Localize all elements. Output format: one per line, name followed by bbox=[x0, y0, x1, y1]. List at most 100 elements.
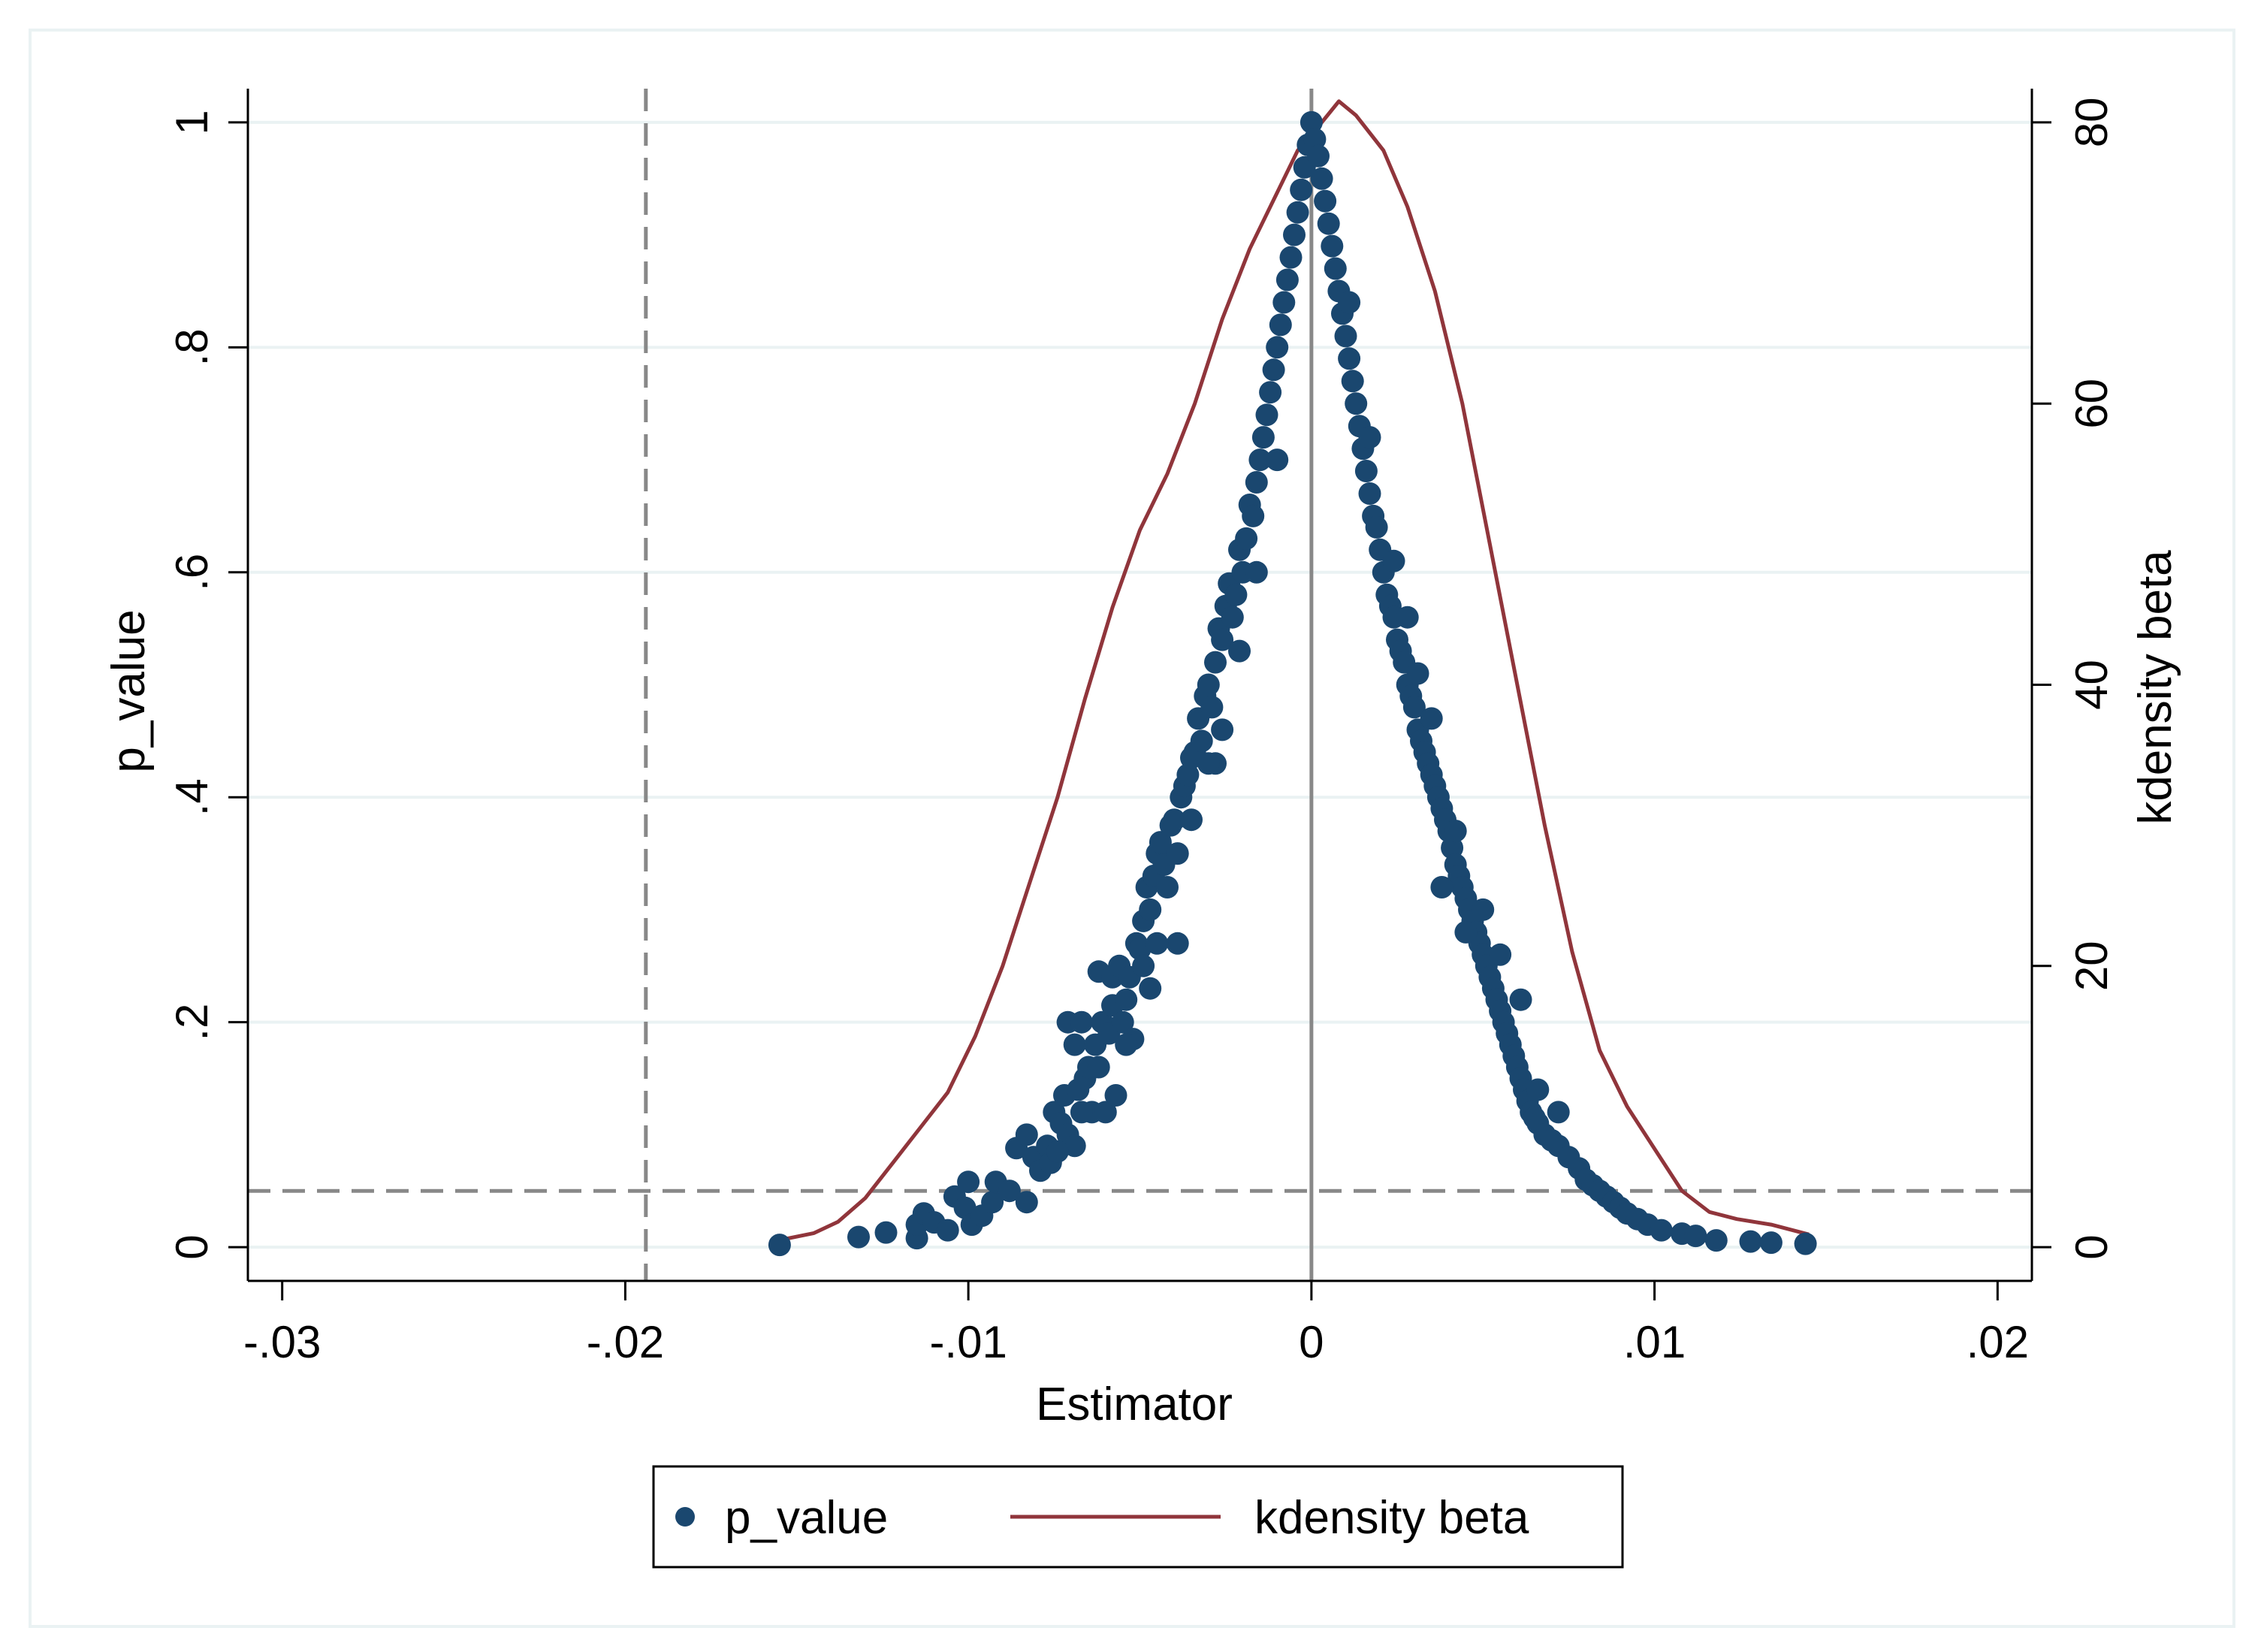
scatter-point bbox=[1684, 1225, 1707, 1248]
scatter-point bbox=[957, 1170, 980, 1194]
scatter-point bbox=[1338, 347, 1361, 370]
scatter-point bbox=[1063, 1134, 1086, 1158]
scatter-point bbox=[1132, 954, 1155, 977]
scatter-point bbox=[1307, 144, 1330, 168]
scatter-point bbox=[1406, 662, 1429, 685]
grid-lines bbox=[248, 120, 2032, 1249]
scatter-point bbox=[1087, 1056, 1110, 1079]
scatter-point bbox=[1211, 628, 1234, 651]
scatter-point bbox=[1228, 639, 1251, 663]
scatter-point bbox=[1275, 268, 1299, 291]
scatter-point bbox=[1266, 336, 1289, 359]
y-tick-label-left: .4 bbox=[167, 778, 217, 816]
x-axis-title: Estimator bbox=[1036, 1379, 1233, 1430]
scatter-point bbox=[1334, 325, 1357, 348]
scatter-point bbox=[1259, 381, 1282, 404]
scatter-point bbox=[1358, 426, 1381, 449]
scatter-point bbox=[1739, 1230, 1762, 1253]
scatter-point bbox=[1704, 1229, 1728, 1252]
legend-label-kdensity: kdensity beta bbox=[1254, 1492, 1529, 1544]
scatter-point bbox=[1221, 606, 1244, 629]
scatter-point bbox=[1139, 977, 1162, 1000]
scatter-point bbox=[998, 1179, 1021, 1203]
scatter-point bbox=[1650, 1219, 1673, 1242]
scatter-point bbox=[1156, 876, 1179, 898]
reference-lines bbox=[248, 89, 2032, 1281]
x-tick-label: .01 bbox=[1623, 1317, 1686, 1367]
scatter-point bbox=[1242, 504, 1265, 527]
scatter-point bbox=[1251, 426, 1275, 449]
scatter-point bbox=[874, 1221, 898, 1244]
scatter-point bbox=[1444, 820, 1467, 843]
x-tick-label: -.03 bbox=[243, 1317, 321, 1367]
scatter-point bbox=[1794, 1232, 1817, 1255]
y-axis-title-right: kdensity beta bbox=[2130, 550, 2181, 825]
scatter-point bbox=[1139, 898, 1162, 921]
scatter-point bbox=[1283, 223, 1306, 246]
scatter-point bbox=[1759, 1231, 1783, 1255]
scatter-point bbox=[1303, 128, 1327, 151]
scatter-point bbox=[1180, 808, 1203, 832]
scatter-point bbox=[1128, 938, 1152, 961]
y-tick-label-right: 40 bbox=[2066, 660, 2117, 710]
scatter-point bbox=[1279, 246, 1303, 269]
scatter-point bbox=[1509, 988, 1532, 1011]
scatter-point bbox=[1176, 763, 1200, 787]
y-tick-label-right: 60 bbox=[2066, 379, 2117, 429]
scatter-point bbox=[1321, 234, 1344, 258]
scatter-point bbox=[1317, 212, 1340, 235]
scatter-point bbox=[1420, 707, 1443, 730]
x-tick-label: -.01 bbox=[929, 1317, 1007, 1367]
scatter-point bbox=[1245, 560, 1268, 584]
scatter-point bbox=[1345, 392, 1368, 415]
scatter-point bbox=[1245, 471, 1268, 494]
kdensity-line bbox=[779, 99, 1810, 1243]
scatter-point bbox=[1015, 1123, 1038, 1146]
scatter-point bbox=[1430, 876, 1453, 898]
scatter-point bbox=[1286, 201, 1309, 224]
y-tick-label-left: .8 bbox=[167, 328, 217, 366]
chart-frame bbox=[29, 29, 2235, 1628]
scatter-point bbox=[1441, 836, 1464, 859]
scatter-series bbox=[768, 110, 1817, 1257]
scatter-point bbox=[1115, 1033, 1138, 1056]
x-tick-label: 0 bbox=[1299, 1317, 1324, 1367]
y-tick-label-left: 0 bbox=[167, 1234, 217, 1259]
scatter-point bbox=[1382, 549, 1405, 572]
scatter-point bbox=[1454, 920, 1478, 944]
scatter-point bbox=[1166, 842, 1189, 865]
y-tick-label-left: .2 bbox=[167, 1004, 217, 1041]
scatter-point bbox=[1115, 988, 1138, 1011]
scatter-point bbox=[1310, 167, 1333, 190]
scatter-point bbox=[1248, 448, 1272, 472]
scatter-point bbox=[1111, 1010, 1134, 1034]
x-tick-label: .02 bbox=[1967, 1317, 2029, 1367]
scatter-point bbox=[1166, 932, 1189, 955]
scatter-point bbox=[1224, 583, 1248, 606]
legend-marker-p-value bbox=[675, 1507, 695, 1527]
x-tick-label: -.02 bbox=[587, 1317, 664, 1367]
scatter-point bbox=[1472, 898, 1495, 921]
scatter-point bbox=[847, 1225, 870, 1249]
scatter-point bbox=[1300, 110, 1323, 134]
scatter-point bbox=[1272, 291, 1296, 314]
scatter-point bbox=[1402, 696, 1426, 719]
scatter-point bbox=[1526, 1078, 1550, 1101]
scatter-point bbox=[1094, 1101, 1117, 1124]
scatter-point bbox=[1547, 1101, 1570, 1124]
y-tick-label-left: .6 bbox=[167, 554, 217, 591]
scatter-point bbox=[1163, 808, 1186, 832]
tick-labels: -.03 -.02 -.01 0 .01 .02 0 .2 .4 .6 .8 1 0 20 40 60 80 bbox=[167, 98, 2117, 1367]
y-tick-label-right: 0 bbox=[2066, 1234, 2117, 1259]
scatter-point bbox=[1046, 1140, 1069, 1163]
scatter-point bbox=[1489, 943, 1512, 966]
scatter-point bbox=[1354, 460, 1378, 482]
scatter-point bbox=[1235, 527, 1258, 550]
legend-label-p-value: p_value bbox=[725, 1492, 888, 1544]
scatter-point bbox=[1197, 673, 1220, 696]
scatter-point bbox=[1197, 752, 1220, 775]
scatter-point bbox=[1190, 729, 1213, 753]
scatter-point bbox=[1255, 403, 1278, 427]
kdensity-series bbox=[779, 99, 1810, 1243]
